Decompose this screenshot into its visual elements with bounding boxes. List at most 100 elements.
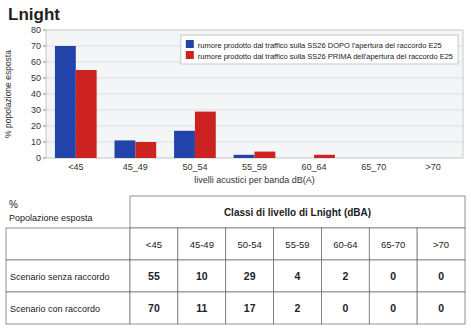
table-value: 0 xyxy=(390,302,396,314)
table-value: 55 xyxy=(148,270,160,282)
plot-area xyxy=(46,30,463,158)
grid-line xyxy=(46,126,463,127)
table-cell xyxy=(178,292,226,324)
table-column-label: 65-70 xyxy=(381,239,405,250)
table-value: 29 xyxy=(244,270,256,282)
table-cell xyxy=(130,292,178,324)
table-value: 0 xyxy=(438,270,444,282)
table-value: 2 xyxy=(295,302,301,314)
table-cell xyxy=(274,260,322,292)
tick-mark xyxy=(43,46,46,47)
legend-box xyxy=(181,35,458,64)
chart-title: Lnight xyxy=(8,5,60,24)
bar xyxy=(293,158,314,159)
x-axis-label: livelli acustici per banda dB(A) xyxy=(194,175,315,185)
table-cell xyxy=(417,228,465,260)
tick-mark xyxy=(43,158,46,159)
tick-label: 30 xyxy=(31,105,41,115)
table-column-label: 50-54 xyxy=(237,239,261,250)
table-annotation: % xyxy=(9,199,18,210)
bar xyxy=(195,112,216,158)
table-value: 11 xyxy=(196,302,207,314)
table-value: 2 xyxy=(342,270,348,282)
tick-label: 40 xyxy=(31,89,41,99)
table-cell xyxy=(178,228,226,260)
table-value: 4 xyxy=(295,270,301,282)
table-value: 10 xyxy=(196,270,208,282)
bar xyxy=(314,155,335,158)
tick-label: 60 xyxy=(31,57,41,67)
bar xyxy=(353,158,374,159)
table-column-label: 60-64 xyxy=(333,239,357,250)
bar xyxy=(55,46,76,158)
table-value: 0 xyxy=(390,270,396,282)
table-cell xyxy=(369,228,417,260)
bar xyxy=(412,158,433,159)
tick-mark xyxy=(43,62,46,63)
table-cell xyxy=(6,228,130,260)
tick-label: 55_59 xyxy=(242,162,267,172)
table-cell xyxy=(178,260,226,292)
legend-label: rumore prodotto dal traffico sulla SS26 … xyxy=(198,41,442,50)
bar xyxy=(115,140,136,158)
bar xyxy=(433,158,454,159)
table-column-label: >70 xyxy=(433,239,449,250)
tick-label: 80 xyxy=(31,25,41,35)
tick-mark xyxy=(43,110,46,111)
table-value: 0 xyxy=(342,302,348,314)
table-annotation: Popolazione esposta xyxy=(9,213,93,223)
tick-label: 50 xyxy=(31,73,41,83)
bar xyxy=(76,70,97,158)
tick-label: >70 xyxy=(426,162,441,172)
chart-root: Lnight01020304050607080% popolazione esp… xyxy=(0,0,471,334)
table-column-label: <45 xyxy=(146,239,162,250)
tick-mark xyxy=(43,94,46,95)
grid-line xyxy=(46,94,463,95)
tick-label: 50_54 xyxy=(182,162,207,172)
table-cell xyxy=(6,292,130,324)
tick-label: <45 xyxy=(68,162,83,172)
y-axis: 01020304050607080 xyxy=(31,25,46,163)
grid-line xyxy=(46,78,463,79)
table-cell xyxy=(321,228,369,260)
legend-swatch xyxy=(186,51,194,59)
tick-mark xyxy=(43,142,46,143)
tick-label: 70 xyxy=(31,41,41,51)
table-cell xyxy=(226,228,274,260)
grid-line xyxy=(46,30,463,31)
y-axis-label: % popolazione esposta xyxy=(3,50,13,138)
legend: rumore prodotto dal traffico sulla SS26 … xyxy=(181,35,458,64)
table-value: 70 xyxy=(148,302,160,314)
tick-label: 20 xyxy=(31,121,41,131)
x-axis: <4545_4950_5455_5960_6465_70>70 xyxy=(68,162,441,172)
table-cell xyxy=(226,292,274,324)
grid-line xyxy=(46,142,463,143)
grid-line xyxy=(46,110,463,111)
table-column-label: 45-49 xyxy=(190,239,214,250)
bar xyxy=(174,131,195,158)
table-cell xyxy=(417,260,465,292)
table-header-cell xyxy=(130,196,465,228)
table-cell xyxy=(369,260,417,292)
tick-label: 10 xyxy=(31,137,41,147)
tick-label: 45_49 xyxy=(123,162,148,172)
bar xyxy=(135,142,156,158)
table-cell xyxy=(274,292,322,324)
table-title: Classi di livello di Lnight (dBA) xyxy=(224,207,371,218)
table-cell xyxy=(226,260,274,292)
tick-label: 60_64 xyxy=(302,162,327,172)
table: % Popolazione esposta Classi di livello di… xyxy=(6,196,465,324)
table-cell xyxy=(369,292,417,324)
background xyxy=(0,0,471,334)
legend-swatch xyxy=(186,40,194,48)
table-cell xyxy=(130,260,178,292)
table-cell xyxy=(321,260,369,292)
grid xyxy=(46,30,463,158)
table-cell xyxy=(321,292,369,324)
table-cell xyxy=(274,228,322,260)
table-value: 17 xyxy=(244,302,256,314)
bar xyxy=(255,152,276,158)
table-column-label: 55-59 xyxy=(285,239,309,250)
table-value: 0 xyxy=(438,302,444,314)
table-cell xyxy=(417,292,465,324)
